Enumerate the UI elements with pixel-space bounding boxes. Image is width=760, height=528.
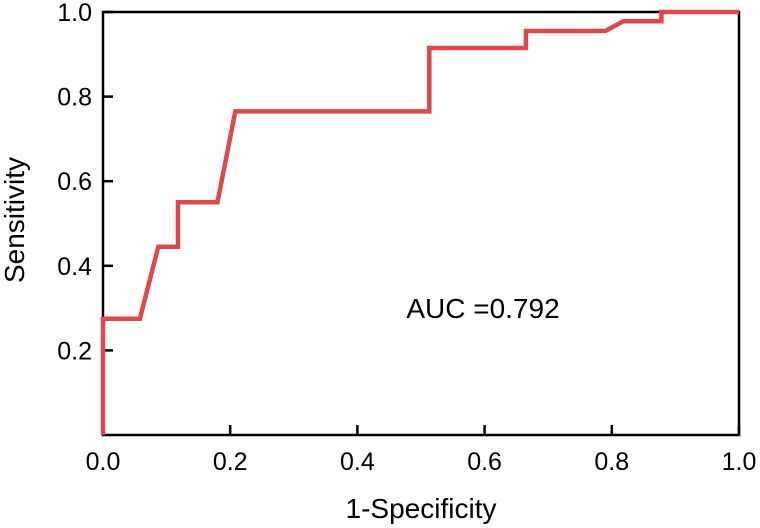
axis-ticks <box>101 10 741 435</box>
x-axis-title: 1-Specificity <box>346 493 497 524</box>
x-tick-label: 0.6 <box>467 448 502 476</box>
y-tick-label: 0.2 <box>57 337 92 365</box>
y-tick-label: 0.6 <box>57 168 92 196</box>
plot-frame <box>101 10 741 437</box>
x-tick-label: 0.4 <box>340 448 375 476</box>
roc-curve <box>100 9 739 435</box>
x-tick-label: 0.8 <box>594 448 629 476</box>
y-tick-label: 0.4 <box>57 253 92 281</box>
x-tick-label: 0.2 <box>213 448 248 476</box>
auc-annotation: AUC =0.792 <box>406 293 559 324</box>
y-tick-label: 1.0 <box>57 0 92 27</box>
tick-labels: 0.0 0.2 0.4 0.6 0.8 1.0 0.2 0.4 0.6 0.8 1.0 <box>57 0 756 476</box>
x-tick-label: 1.0 <box>722 448 757 476</box>
y-tick-label: 0.8 <box>57 84 92 112</box>
y-axis-title: Sensitivity <box>0 157 30 283</box>
x-tick-label: 0.0 <box>86 448 121 476</box>
